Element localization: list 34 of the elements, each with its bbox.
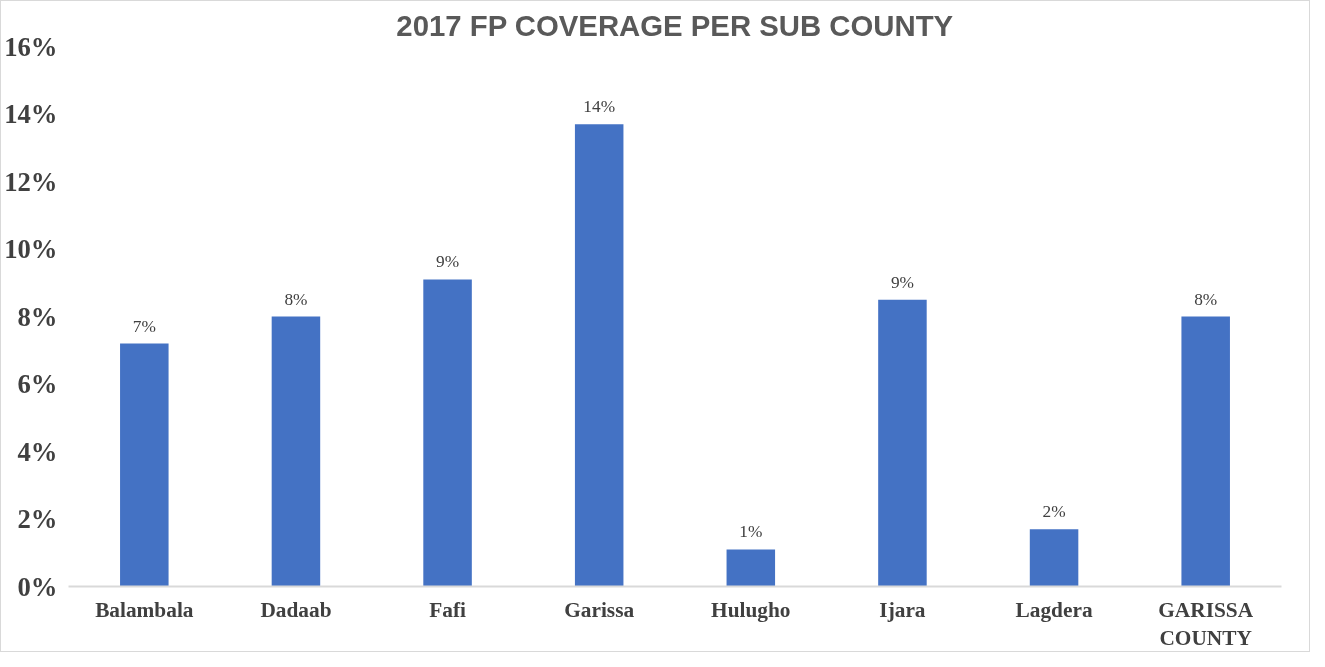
data-label: 8% (1194, 289, 1218, 309)
x-tick-label: Dadaab (260, 597, 332, 622)
data-label: 9% (890, 272, 914, 292)
bar (120, 343, 169, 587)
y-tick-label: 14% (4, 99, 58, 129)
x-tick-label: Ijara (879, 597, 926, 622)
bar (878, 299, 927, 587)
y-tick-label: 2% (17, 504, 58, 534)
data-label: 14% (583, 97, 616, 117)
data-label: 2% (1042, 502, 1066, 522)
data-label: 8% (284, 289, 308, 309)
x-tick-label: Hulugho (711, 597, 791, 622)
chart-title: 2017 FP COVERAGE PER SUB COUNTY (396, 8, 954, 42)
y-tick-label: 16% (4, 31, 58, 62)
data-label: 9% (436, 252, 460, 272)
x-tick-label: Fafi (429, 597, 466, 622)
y-tick-label: 4% (17, 436, 58, 467)
x-tick-label: GARISSA COUNTY (1158, 597, 1254, 651)
y-tick-label: 10% (4, 234, 58, 264)
x-tick-label: Garissa (564, 597, 635, 622)
y-tick-label: 8% (17, 301, 58, 332)
x-tick-label: Balambala (95, 597, 194, 622)
bar (574, 124, 624, 587)
y-tick-label: 6% (17, 369, 58, 399)
bar (423, 279, 472, 587)
x-tick-label: Lagdera (1015, 597, 1093, 622)
y-tick-label: 0% (17, 571, 58, 602)
y-tick-label: 12% (4, 166, 58, 197)
bar (726, 549, 776, 587)
bar (1029, 529, 1079, 587)
bar (1181, 316, 1230, 587)
data-label: 1% (739, 522, 763, 542)
bar (271, 316, 321, 587)
data-label: 7% (132, 316, 156, 336)
